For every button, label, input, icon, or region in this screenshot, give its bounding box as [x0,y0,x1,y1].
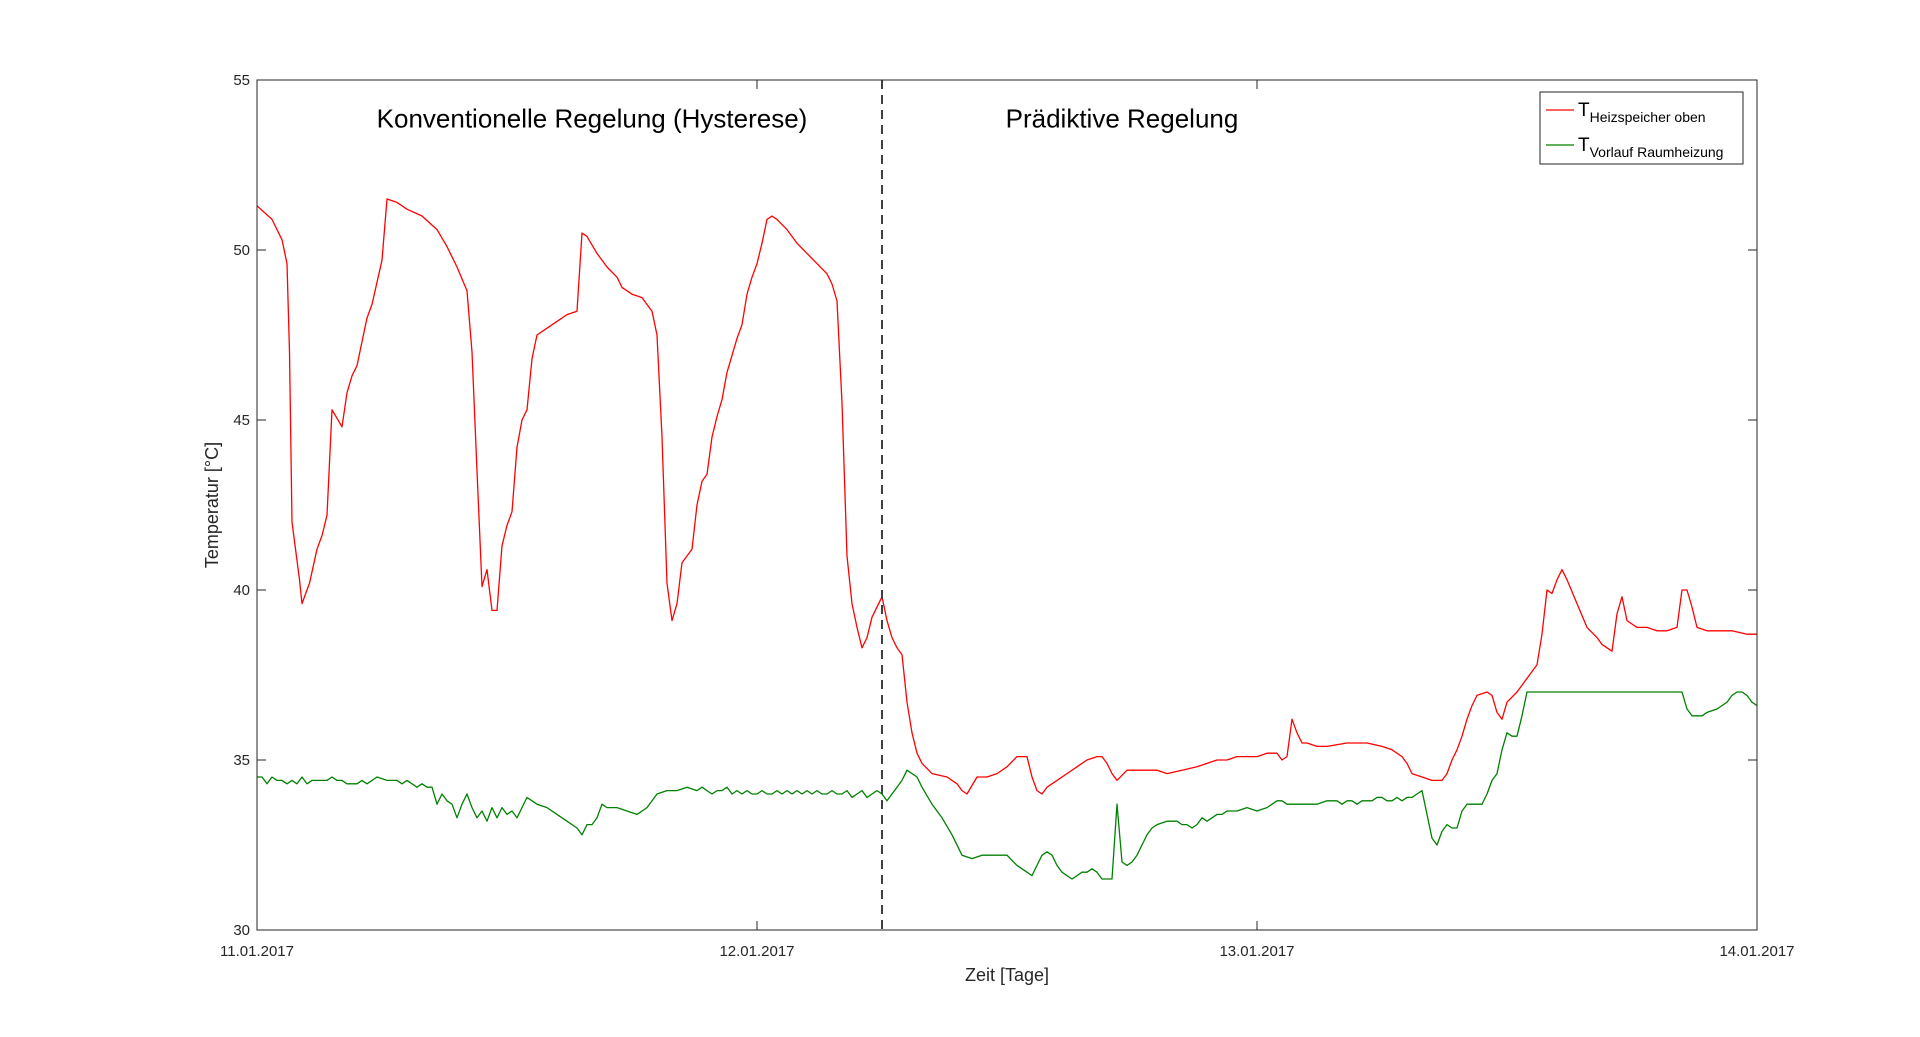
x-tick-label: 12.01.2017 [719,943,794,960]
series-line-heizspeicher [256,198,1757,795]
x-tick-labels: 11.01.2017 12.01.2017 13.01.2017 14.01.2017 [220,943,1795,960]
y-tick-label: 45 [233,412,250,429]
y-tick-label: 30 [233,922,250,939]
legend-box [1539,91,1744,165]
x-tick-label: 11.01.2017 [220,943,294,960]
y-tick-label: 35 [233,752,250,769]
y-tick-label: 55 [233,72,250,89]
legend: THeizspeicher oben TVorlauf Raumheizung [1539,91,1744,165]
y-axis-label: Temperatur [°C] [202,442,222,568]
plot-area [257,80,1757,930]
x-tick-label: 14.01.2017 [1719,943,1794,960]
plot-frame [256,79,1758,931]
y-tick-label: 40 [233,582,250,599]
series-line-vorlauf [257,691,1758,880]
data-series [256,198,1758,880]
x-axis-label: Zeit [Tage] [965,965,1049,985]
legend-label-heizspeicher: THeizspeicher oben [1578,100,1706,125]
legend-label-vorlauf: TVorlauf Raumheizung [1578,135,1723,160]
annotation-predictive: Prädiktive Regelung [1006,104,1239,134]
x-tick-label: 13.01.2017 [1219,943,1294,960]
y-tick-labels: 30 35 40 45 50 55 [233,72,250,939]
annotation-conventional: Konventionelle Regelung (Hysterese) [377,104,808,134]
y-tick-label: 50 [233,242,250,259]
